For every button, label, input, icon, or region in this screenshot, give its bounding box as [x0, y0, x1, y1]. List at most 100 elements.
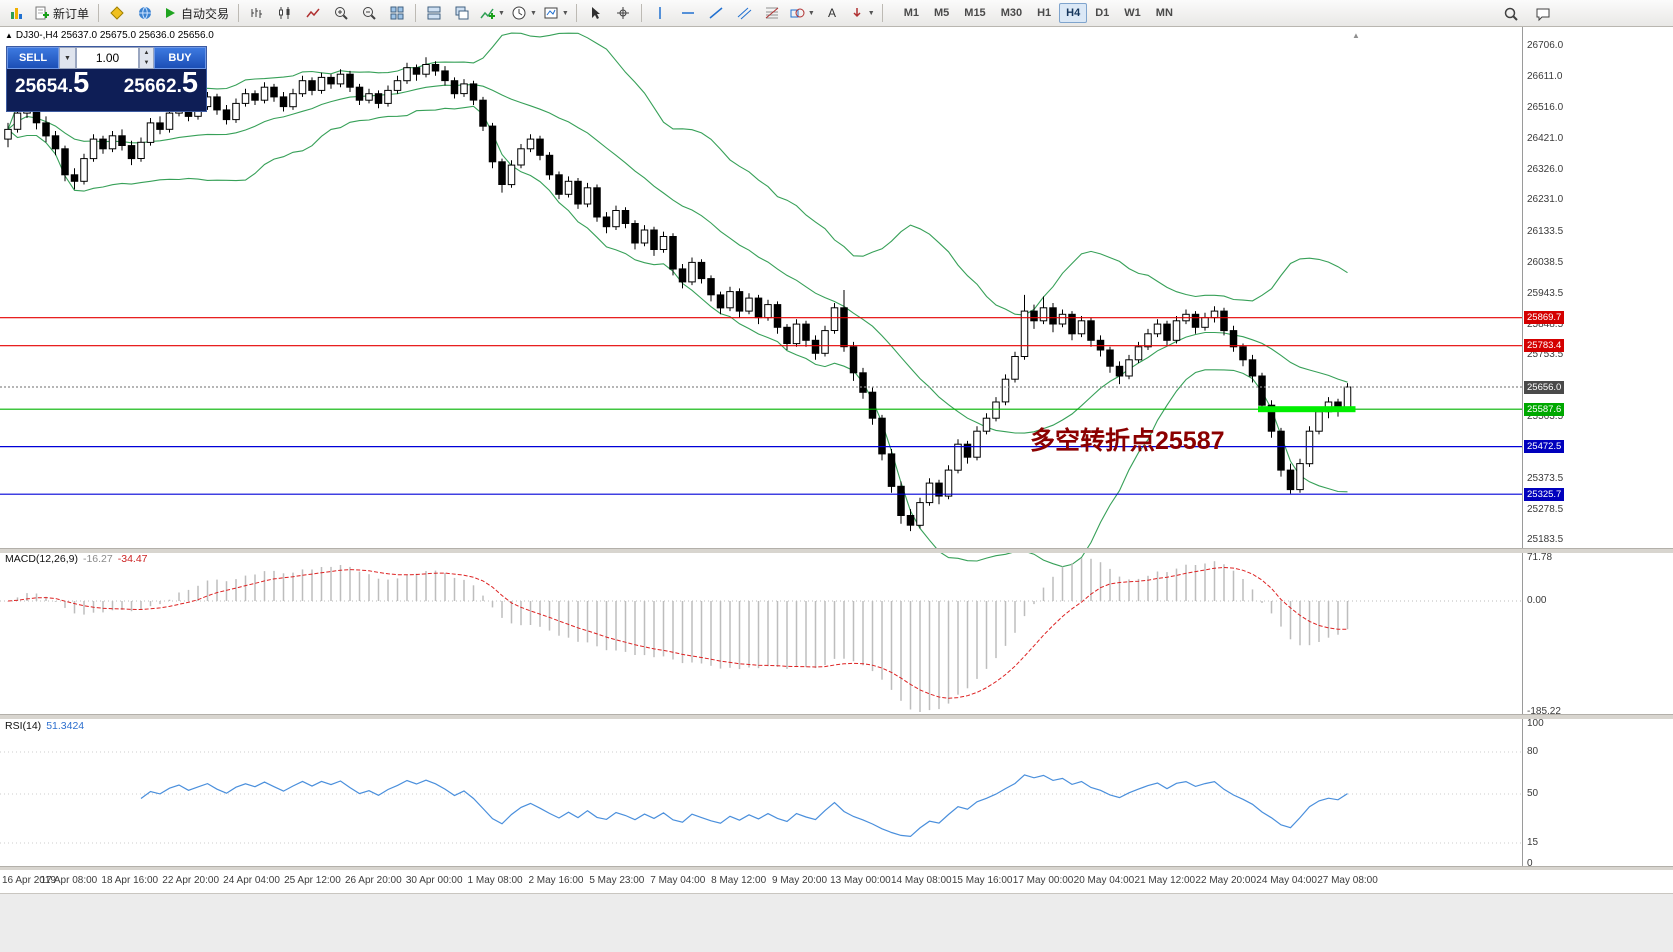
- chart-canvas[interactable]: 多空转折点25587: [0, 27, 1522, 893]
- scroll-to-end-icon[interactable]: ▲: [1352, 31, 1360, 40]
- macd-label: MACD(12,26,9): [5, 553, 78, 565]
- bar-chart-button[interactable]: [243, 1, 271, 25]
- templates-button[interactable]: ▼: [540, 1, 572, 25]
- tile-icon: [390, 6, 404, 20]
- buy-price-big-digit: 5: [181, 67, 198, 99]
- hline-icon: [681, 12, 694, 14]
- search-icon: [1504, 7, 1518, 21]
- chevron-down-icon: ▼: [807, 9, 815, 17]
- sell-price[interactable]: 25654. 5: [15, 69, 89, 98]
- textmark-icon: A: [828, 6, 836, 20]
- time-label: 25 Apr 12:00: [284, 875, 341, 886]
- profiles-button[interactable]: [103, 1, 131, 25]
- time-label: 18 Apr 16:00: [101, 875, 159, 886]
- autotrading-button[interactable]: 自动交易: [159, 1, 234, 25]
- arrange-windows-button[interactable]: [420, 1, 448, 25]
- community-button[interactable]: [131, 1, 159, 25]
- toolbar-separator: [415, 4, 417, 22]
- vertical-line-button[interactable]: [646, 1, 674, 25]
- time-label: 17 May 00:00: [1012, 875, 1074, 886]
- time-scale[interactable]: 16 Apr 2019 17 Apr 08:00 18 Apr 16:00 22 Ap…: [0, 869, 1673, 893]
- volume-down-icon[interactable]: ▼: [143, 60, 150, 66]
- bollinger-upper: [7, 32, 1348, 316]
- candlestick-chart-button[interactable]: [271, 1, 299, 25]
- macd-scale-tick: 0.00: [1527, 595, 1547, 606]
- cascade-windows-button[interactable]: [448, 1, 476, 25]
- chat-icon: [1536, 8, 1550, 22]
- chat-button[interactable]: [1529, 2, 1557, 26]
- volume-input[interactable]: 1.00: [76, 47, 139, 69]
- zoom-out-button[interactable]: [355, 1, 383, 25]
- macd-scale-tick: 71.78: [1527, 552, 1553, 563]
- channel-button[interactable]: [730, 1, 758, 25]
- bollinger-lower: [7, 105, 1348, 568]
- cursor-button[interactable]: [581, 1, 609, 25]
- sell-button[interactable]: SELL: [7, 47, 59, 69]
- price-tick: 25373.5: [1527, 472, 1564, 484]
- trendline-button[interactable]: [702, 1, 730, 25]
- timeframe-W1[interactable]: W1: [1124, 7, 1141, 19]
- macd-main-value: -16.27: [82, 553, 113, 565]
- toolbar-right: [1497, 2, 1557, 26]
- macd-splitter[interactable]: [0, 548, 1673, 553]
- volume-stepper[interactable]: ▲ ▼: [139, 47, 154, 69]
- timeframe-M15[interactable]: M15: [964, 7, 986, 19]
- timeframe-H1[interactable]: H1: [1037, 7, 1052, 19]
- time-axis-splitter[interactable]: [0, 866, 1673, 870]
- time-label: 24 May 04:00: [1256, 875, 1317, 886]
- line-chart-button[interactable]: [299, 1, 327, 25]
- periods-button[interactable]: ▼: [508, 1, 540, 25]
- timeframe-M5[interactable]: M5: [934, 7, 950, 19]
- rsi-splitter[interactable]: [0, 714, 1673, 719]
- timeframe-M30[interactable]: M30: [1000, 7, 1023, 19]
- buy-price[interactable]: 25662. 5: [124, 67, 198, 99]
- time-label: 8 May 12:00: [711, 875, 767, 886]
- time-label: 22 Apr 20:00: [162, 875, 220, 886]
- rsi-line: [140, 774, 1348, 838]
- macd-scale-tick: -185.22: [1527, 706, 1561, 717]
- new-order-button[interactable]: 新订单: [31, 1, 94, 25]
- time-label: 27 May 08:00: [1317, 875, 1378, 886]
- time-label: 21 May 12:00: [1134, 875, 1196, 886]
- buy-button[interactable]: BUY: [154, 47, 206, 69]
- shapes-button[interactable]: ▼: [786, 1, 818, 25]
- price-tick: 26611.0: [1527, 71, 1563, 83]
- annotation-text[interactable]: 多空转折点25587: [1030, 426, 1225, 455]
- timeframe-MN[interactable]: MN: [1155, 7, 1173, 19]
- neworder-icon: [35, 6, 49, 20]
- timeframe-M1[interactable]: M1: [903, 7, 919, 19]
- chart-collapse-icon[interactable]: ▲: [5, 31, 13, 40]
- price-tick: 25278.5: [1527, 503, 1564, 515]
- text-button[interactable]: A: [818, 1, 846, 25]
- timeframe-H4[interactable]: H4: [1059, 3, 1088, 23]
- fibonacci-button[interactable]: [758, 1, 786, 25]
- volume-dropdown-icon[interactable]: ▼: [59, 47, 76, 69]
- price-marker-25472.5: 25472.5: [1524, 440, 1565, 454]
- timeframe-D1[interactable]: D1: [1095, 7, 1110, 19]
- rsi-scale-tick: 50: [1527, 788, 1539, 799]
- pivot-green-line-highlight[interactable]: [1258, 406, 1356, 413]
- globe-icon: [139, 6, 152, 20]
- tile-windows-button[interactable]: [383, 1, 411, 25]
- rsi-label: RSI(14): [5, 720, 42, 732]
- horizontal-line-button[interactable]: [674, 1, 702, 25]
- price-tick: 25753.5: [1527, 349, 1564, 361]
- volume-up-icon[interactable]: ▲: [143, 50, 150, 56]
- indicators-button[interactable]: ▼: [476, 1, 508, 25]
- rsi-header: RSI(14) 51.3424: [5, 720, 84, 732]
- arrows-button[interactable]: ▼: [846, 1, 878, 25]
- indicator-icon: [480, 8, 496, 19]
- time-label: 2 May 16:00: [528, 875, 584, 886]
- price-marker-25325.7: 25325.7: [1524, 487, 1565, 501]
- one-click-trading-panel: SELL ▼ 1.00 ▲ ▼ BUY 25654. 5 25662. 5: [6, 46, 207, 112]
- crosshair-button[interactable]: [609, 1, 637, 25]
- search-button[interactable]: [1497, 2, 1525, 26]
- price-scale[interactable]: 25869.7 25783.4 25656.0 25587.6 25472.5 25325…: [1522, 27, 1673, 893]
- candles-icon: [279, 7, 290, 19]
- time-label: 17 Apr 08:00: [40, 875, 98, 886]
- zoom-in-button[interactable]: [327, 1, 355, 25]
- arrowmark-icon: [853, 8, 861, 18]
- bollinger-bands: [7, 32, 1348, 568]
- macd-signal-value: -34.47: [117, 553, 148, 565]
